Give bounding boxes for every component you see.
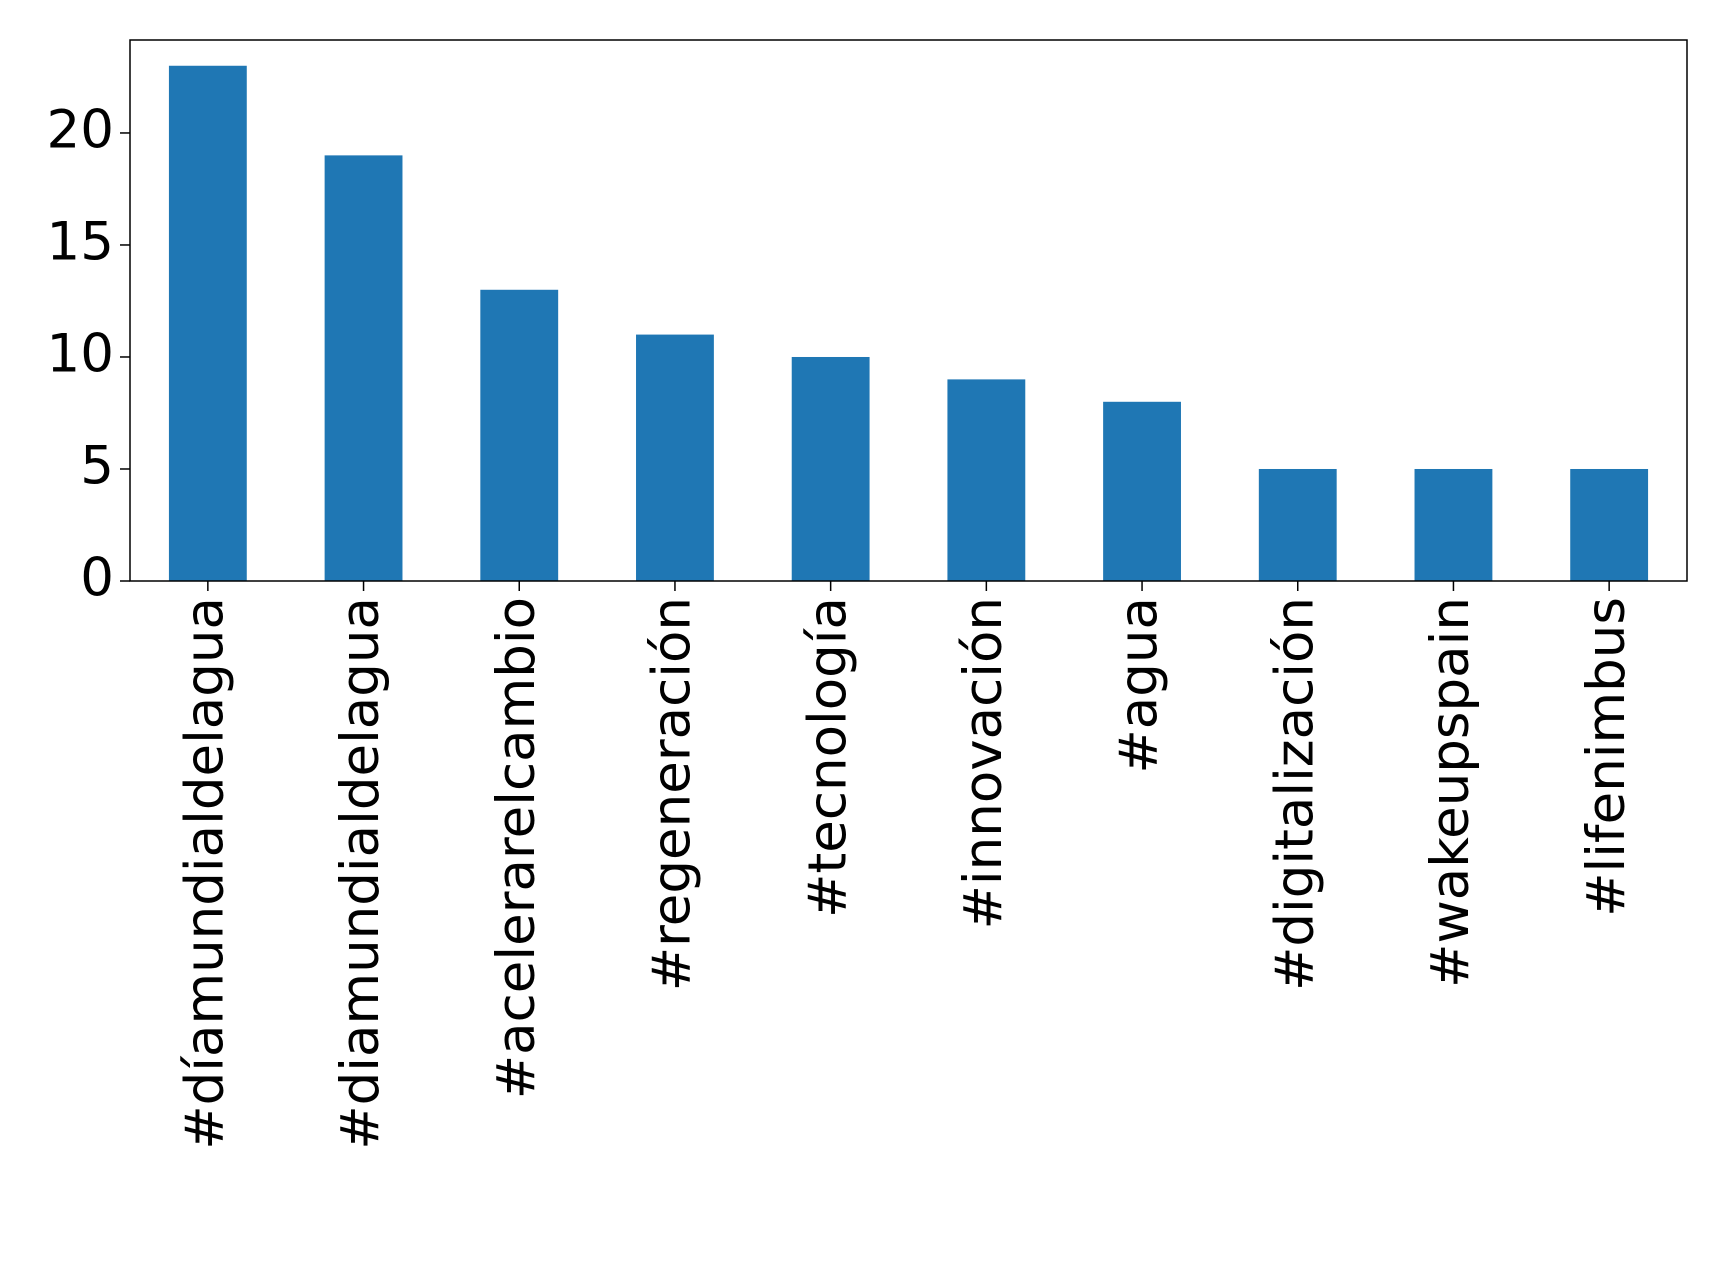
y-tick-label: 20 [47, 100, 114, 161]
x-tick-label: #tecnología [797, 597, 858, 918]
x-tick-label: #díamundialdelagua [174, 597, 235, 1150]
x-tick-label: #innovación [953, 597, 1014, 929]
bar [480, 289, 559, 581]
plot-frame [129, 39, 1688, 582]
y-tick-label: 5 [80, 436, 114, 497]
bar [1570, 468, 1649, 581]
x-tick-label: #lifenimbus [1576, 597, 1637, 917]
y-tick-label: 0 [80, 548, 114, 609]
bar [324, 155, 403, 581]
bar [636, 334, 714, 581]
x-tick-label: #wakeupspain [1420, 597, 1481, 988]
x-tick-label: #diamundialdelagua [330, 597, 391, 1150]
bar [791, 356, 870, 581]
bar [1103, 401, 1181, 581]
bar [1258, 468, 1337, 581]
x-tick-label: #acelerarelcambio [486, 597, 547, 1099]
bar [168, 65, 247, 581]
x-tick-label: #digitalización [1264, 597, 1325, 991]
bar [1414, 468, 1493, 581]
x-tick-label: #regeneración [642, 597, 703, 991]
y-tick-label: 15 [47, 212, 114, 273]
x-tick-label: #agua [1109, 597, 1170, 774]
bar [947, 379, 1026, 581]
y-tick-label: 10 [47, 324, 114, 385]
